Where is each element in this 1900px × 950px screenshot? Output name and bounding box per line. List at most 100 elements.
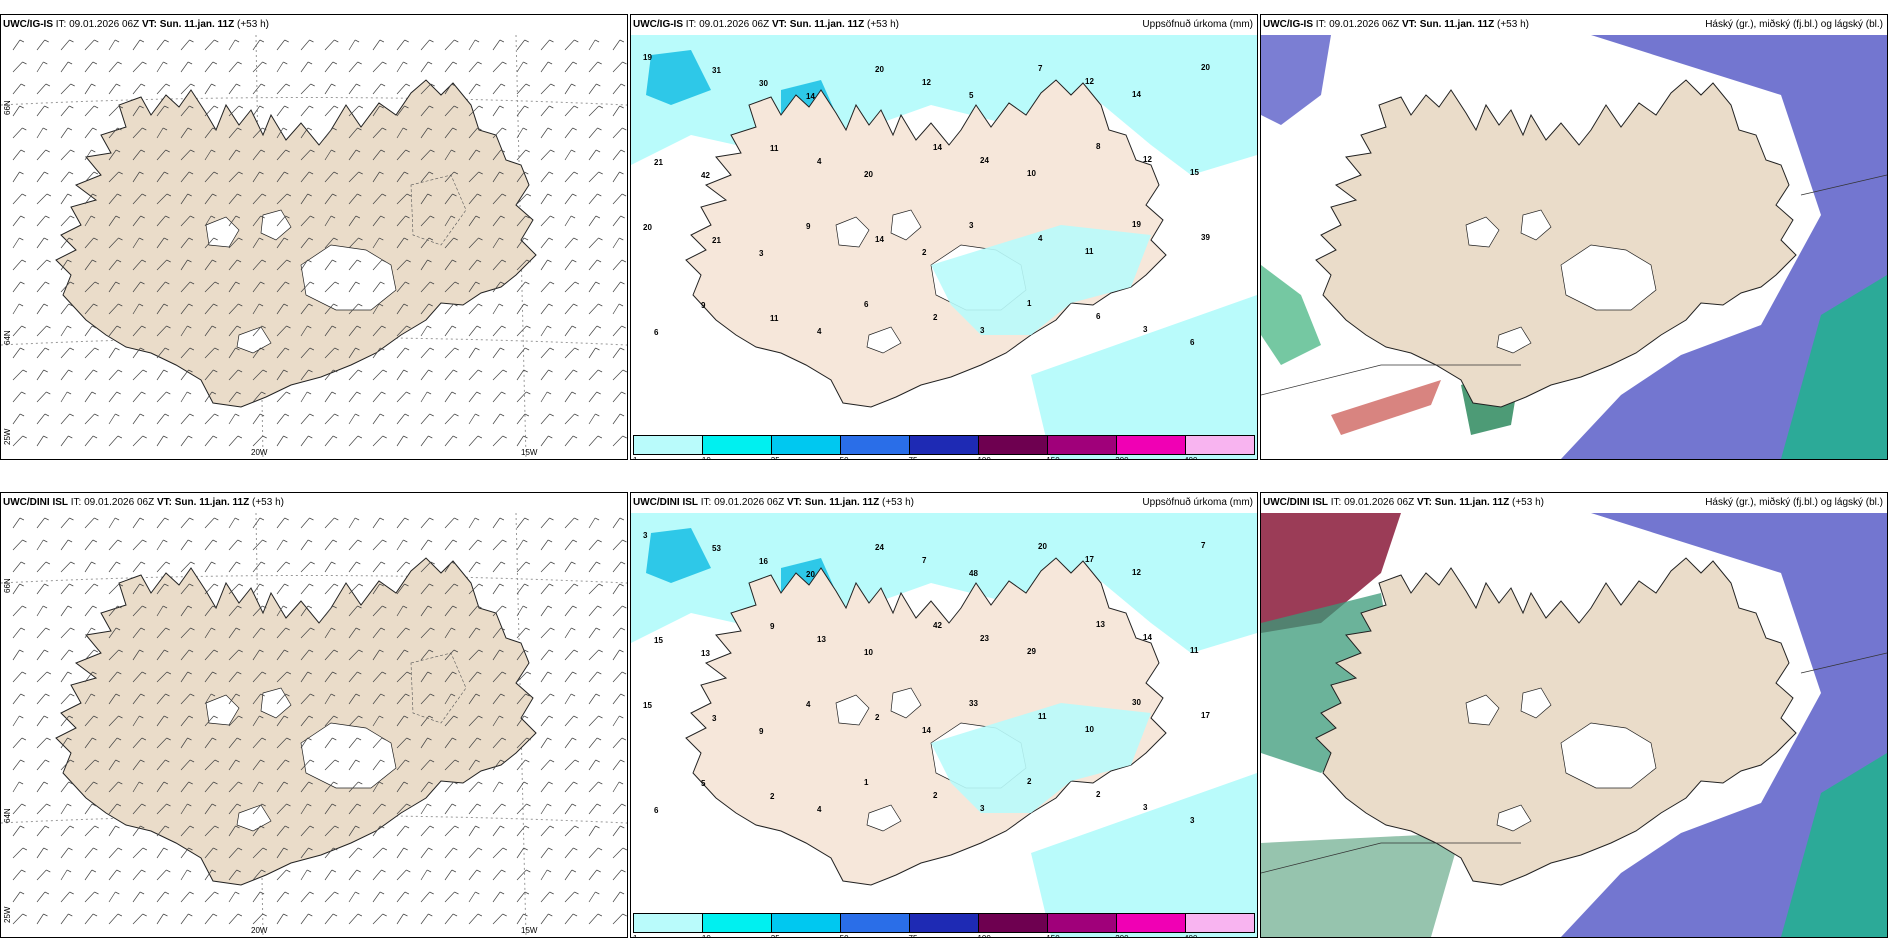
wind-barb: [540, 193, 552, 205]
wind-barb: [276, 171, 289, 183]
wind-barb: [12, 671, 27, 683]
model-name: UWC/DINI ISL: [3, 497, 68, 508]
wind-barb: [12, 325, 26, 337]
precip-colorbar: [633, 913, 1255, 933]
wind-barb: [156, 693, 170, 705]
wind-barb: [228, 193, 242, 205]
wind-barb: [228, 781, 243, 793]
wind-barb: [516, 891, 530, 903]
wind-barb: [180, 517, 194, 529]
wind-barb: [108, 369, 123, 381]
wind-barb: [348, 803, 362, 815]
cloud-mid-area: [1781, 275, 1887, 459]
wind-barb: [564, 539, 578, 551]
wind-barb: [396, 781, 409, 793]
wind-barb: [204, 671, 217, 683]
precip-value-label: 48: [969, 569, 978, 578]
wind-barb: [204, 605, 217, 617]
wind-barb: [420, 61, 433, 73]
wind-barb: [156, 605, 168, 617]
it-value: 09.01.2026 06Z: [1329, 19, 1400, 30]
wind-barb: [324, 693, 336, 705]
wind-barb: [348, 847, 363, 859]
precip-value-label: 6: [1190, 338, 1195, 347]
wind-barb: [156, 193, 172, 205]
wind-barb: [444, 149, 456, 161]
precip-value-label: 3: [1190, 816, 1195, 825]
wind-barb: [300, 391, 312, 403]
wind-barb: [540, 413, 554, 425]
colorbar-tick-label: 75: [909, 934, 918, 937]
wind-barb: [564, 259, 577, 271]
wind-barb: [132, 259, 147, 271]
lon-line: [255, 35, 264, 459]
precip-value-label: 10: [1027, 169, 1036, 178]
wind-barb: [444, 237, 458, 249]
wind-barb: [108, 737, 122, 749]
wind-barb: [180, 781, 193, 793]
wind-barb: [396, 127, 408, 139]
precip-value-label: 10: [864, 648, 873, 657]
wind-barb: [36, 825, 50, 837]
wind-barb: [588, 737, 602, 749]
wind-barb: [492, 715, 504, 727]
wind-barb: [612, 561, 626, 573]
wind-barb: [84, 237, 98, 249]
wind-barb: [276, 281, 290, 293]
precip-value-label: 9: [770, 622, 775, 631]
wind-barb: [60, 61, 73, 73]
precip-value-label: 8: [1096, 142, 1101, 151]
wind-barb: [372, 325, 386, 337]
wind-barb: [108, 259, 122, 271]
it-label: IT:: [1330, 497, 1342, 508]
wind-barb: [252, 627, 266, 639]
wind-barb: [228, 825, 240, 837]
wind-barb: [516, 671, 532, 683]
wind-barb: [36, 281, 50, 293]
wind-barb: [276, 369, 288, 381]
wind-barb: [348, 759, 360, 771]
wind-barb: [180, 759, 195, 771]
wind-barb: [612, 583, 624, 595]
wind-barb: [396, 105, 409, 117]
wind-barb: [516, 369, 528, 381]
wind-barb: [300, 759, 315, 771]
precip-value-label: 29: [1027, 647, 1036, 656]
wind-barb: [156, 127, 168, 139]
wind-barb: [180, 61, 193, 73]
wind-barb: [324, 127, 337, 139]
wind-barb: [612, 61, 627, 73]
wind-barb: [180, 259, 192, 271]
wind-barb: [276, 127, 288, 139]
wind-barb: [276, 517, 289, 529]
wind-barb: [108, 847, 123, 859]
precip-value-label: 20: [806, 570, 815, 579]
wind-barb: [84, 39, 99, 51]
wind-barb: [204, 693, 216, 705]
wind-barb: [180, 913, 193, 925]
wind-barb: [252, 303, 264, 315]
wind-barb: [36, 517, 49, 529]
colorbar-segment: [841, 914, 910, 932]
glacier-myrdalsjokull: [236, 326, 272, 354]
precip-value-label: 11: [1038, 712, 1047, 721]
colorbar-segment: [703, 436, 772, 454]
wind-barb: [516, 39, 529, 51]
wind-barb: [564, 325, 577, 337]
wind-barb: [300, 649, 314, 661]
panel-header: UWC/IG-IS IT: 09.01.2026 06Z VT: Sun. 11…: [631, 15, 1257, 35]
precip-value-label: 3: [1143, 803, 1148, 812]
wind-barb: [540, 825, 555, 837]
wind-barb: [372, 149, 386, 161]
wind-barb: [228, 83, 241, 95]
wind-barb: [420, 237, 434, 249]
wind-barb: [300, 517, 314, 529]
precip-value-label: 7: [1038, 64, 1043, 73]
wind-barb: [468, 891, 480, 903]
wind-barb: [444, 391, 457, 403]
wind-barb: [156, 517, 169, 529]
wind-barb: [132, 391, 146, 403]
lat-label-64n: 64N: [3, 808, 12, 823]
wind-barb: [468, 259, 482, 271]
wind-barb: [276, 39, 289, 51]
